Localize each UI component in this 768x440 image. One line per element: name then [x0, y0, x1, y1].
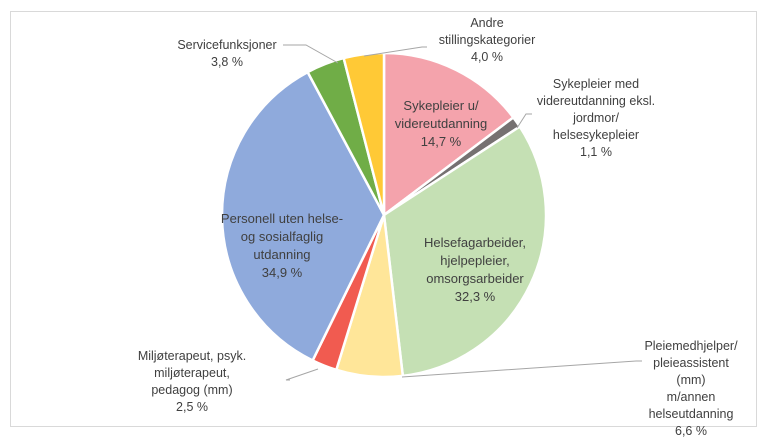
pie-chart: [220, 44, 642, 381]
label-personell-uten-helsefaglig: Personell uten helse- og sosialfaglig ut…: [220, 211, 344, 280]
leader-line: [401, 360, 642, 378]
label-sykepleier-u-videreutdanning: Sykepleier u/ videreutdanning 14,7 %: [394, 98, 488, 149]
leader-line: [363, 46, 427, 57]
label-sykepleier-med-videreutdanning: Sykepleier med videreutdanning eksl. jor…: [536, 77, 656, 159]
label-servicefunksjoner: Servicefunksjoner 3,8 %: [177, 38, 277, 69]
pie-slice: [220, 70, 386, 362]
label-helsefagarbeider: Helsefagarbeider, hjelpepleier, omsorgsa…: [424, 235, 526, 304]
leader-line: [283, 44, 339, 64]
leader-line: [285, 368, 319, 381]
pie-slice: [382, 125, 548, 378]
label-pleiemedhjelper: Pleiemedhjelper/ pleieassistent (mm) m/a…: [644, 339, 738, 438]
leader-lines: [283, 44, 642, 381]
label-andre-stillingskategorier: Andre stillingskategorier 4,0 %: [438, 16, 536, 64]
pie-slices: [220, 51, 548, 379]
label-miljoterapeut: Miljøterapeut, psyk. miljøterapeut, peda…: [137, 349, 247, 414]
pie-slice: [382, 51, 515, 217]
leader-line: [516, 113, 532, 129]
